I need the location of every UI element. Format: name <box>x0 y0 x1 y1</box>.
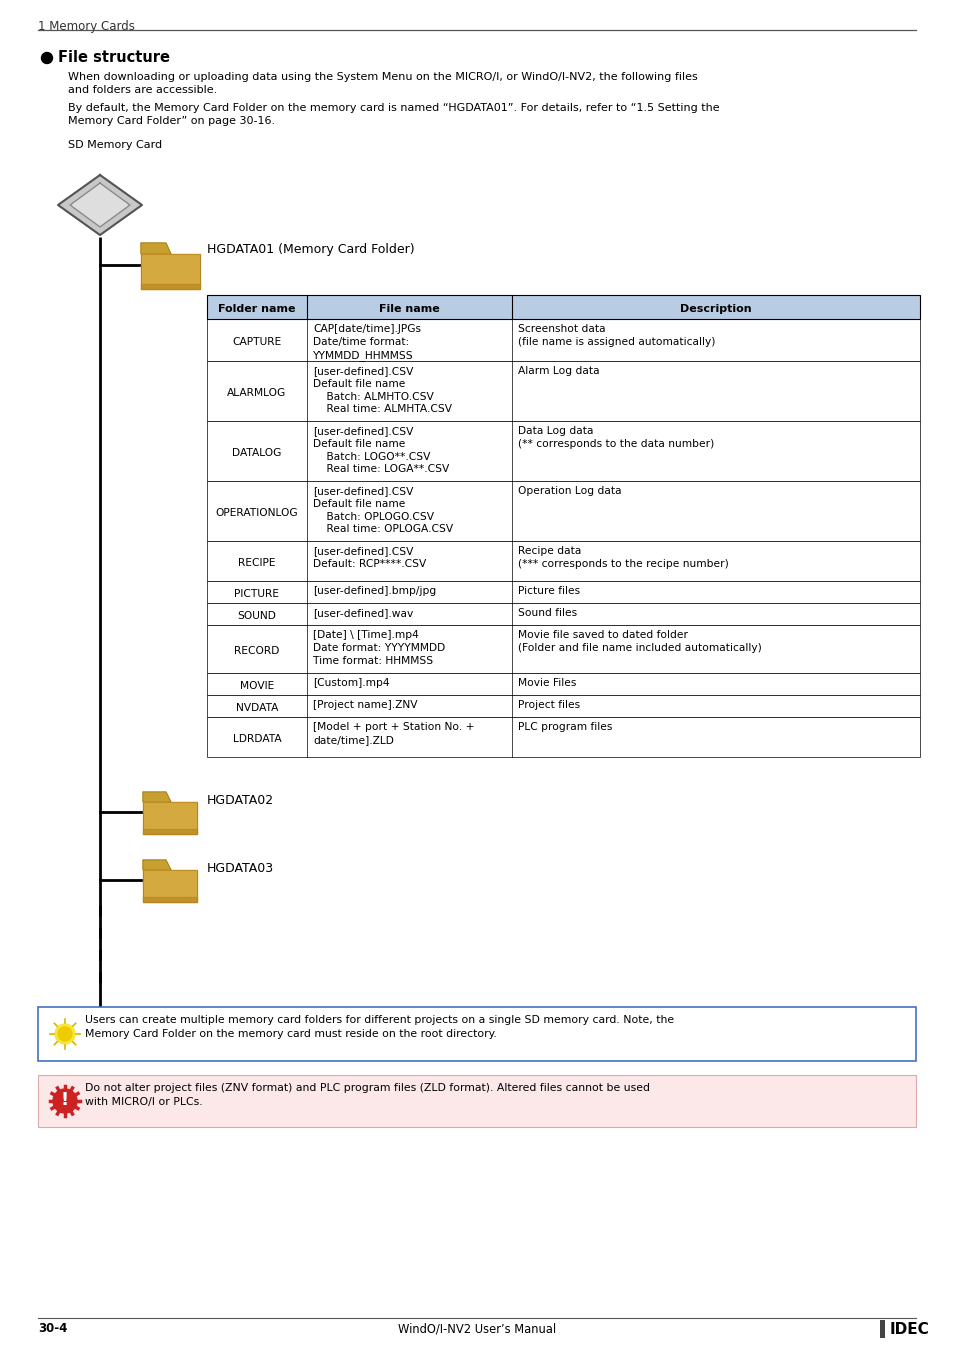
Circle shape <box>42 53 52 63</box>
Text: Alarm Log data: Alarm Log data <box>517 366 599 377</box>
Text: Do not alter project files (ZNV format) and PLC program files (ZLD format). Alte: Do not alter project files (ZNV format) … <box>85 1083 649 1107</box>
Bar <box>207 319 919 360</box>
Bar <box>879 1320 884 1338</box>
Bar <box>207 421 919 481</box>
Polygon shape <box>143 896 196 902</box>
Text: When downloading or uploading data using the System Menu on the MICRO/I, or Wind: When downloading or uploading data using… <box>68 72 697 96</box>
Text: [user-defined].CSV
Default: RCP****.CSV: [user-defined].CSV Default: RCP****.CSV <box>313 545 426 568</box>
Text: [user-defined].bmp/jpg: [user-defined].bmp/jpg <box>313 586 436 595</box>
Text: LDRDATA: LDRDATA <box>233 734 281 744</box>
Text: MOVIE: MOVIE <box>239 680 274 691</box>
Text: [Custom].mp4: [Custom].mp4 <box>313 678 389 688</box>
Text: SOUND: SOUND <box>237 612 276 621</box>
Text: HGDATA03: HGDATA03 <box>207 863 274 875</box>
Bar <box>207 541 919 580</box>
Polygon shape <box>143 869 196 902</box>
Text: SD Memory Card: SD Memory Card <box>68 140 162 150</box>
Polygon shape <box>143 802 196 834</box>
Circle shape <box>58 1027 71 1041</box>
Text: WindO/I-NV2 User’s Manual: WindO/I-NV2 User’s Manual <box>397 1322 556 1335</box>
Text: [user-defined].wav: [user-defined].wav <box>313 608 413 618</box>
Text: Movie file saved to dated folder
(Folder and file name included automatically): Movie file saved to dated folder (Folder… <box>517 630 760 653</box>
Polygon shape <box>58 176 142 235</box>
Text: File structure: File structure <box>58 50 170 65</box>
Bar <box>207 580 919 603</box>
Polygon shape <box>70 184 130 227</box>
Text: Data Log data
(** corresponds to the data number): Data Log data (** corresponds to the dat… <box>517 427 714 448</box>
Text: CAPTURE: CAPTURE <box>233 338 281 347</box>
Text: PLC program files: PLC program files <box>517 722 612 732</box>
Bar <box>38 1007 915 1061</box>
Text: Picture files: Picture files <box>517 586 579 595</box>
Text: RECORD: RECORD <box>234 647 279 656</box>
Bar <box>207 481 919 541</box>
Circle shape <box>55 1025 75 1044</box>
Text: Project files: Project files <box>517 701 579 710</box>
Text: Screenshot data
(file name is assigned automatically): Screenshot data (file name is assigned a… <box>517 324 715 347</box>
Text: OPERATIONLOG: OPERATIONLOG <box>215 508 298 518</box>
Polygon shape <box>143 829 196 834</box>
Text: !: ! <box>61 1091 69 1108</box>
Text: Sound files: Sound files <box>517 608 577 618</box>
Text: [user-defined].CSV
Default file name
    Batch: LOGO**.CSV
    Real time: LOGA**: [user-defined].CSV Default file name Bat… <box>313 427 449 474</box>
Text: Operation Log data: Operation Log data <box>517 486 621 495</box>
Text: [user-defined].CSV
Default file name
    Batch: ALMHTO.CSV
    Real time: ALMHTA: [user-defined].CSV Default file name Bat… <box>313 366 452 414</box>
Text: Description: Description <box>679 304 751 315</box>
Text: File name: File name <box>378 304 439 315</box>
Text: RECIPE: RECIPE <box>238 558 275 568</box>
Text: NVDATA: NVDATA <box>235 703 278 713</box>
Text: By default, the Memory Card Folder on the memory card is named “HGDATA01”. For d: By default, the Memory Card Folder on th… <box>68 103 719 126</box>
Text: Users can create multiple memory card folders for different projects on a single: Users can create multiple memory card fo… <box>85 1015 674 1038</box>
Bar <box>38 1075 915 1127</box>
Bar <box>207 296 919 319</box>
Circle shape <box>53 1089 77 1112</box>
Text: ALARMLOG: ALARMLOG <box>227 387 286 398</box>
Polygon shape <box>143 792 171 802</box>
Text: 30-4: 30-4 <box>38 1322 68 1335</box>
Bar <box>207 695 919 717</box>
Text: HGDATA01 (Memory Card Folder): HGDATA01 (Memory Card Folder) <box>207 243 415 256</box>
Text: [user-defined].CSV
Default file name
    Batch: OPLOGO.CSV
    Real time: OPLOGA: [user-defined].CSV Default file name Bat… <box>313 486 453 535</box>
Polygon shape <box>143 860 171 869</box>
Bar <box>207 674 919 695</box>
Text: [Project name].ZNV: [Project name].ZNV <box>313 701 417 710</box>
Polygon shape <box>141 254 200 289</box>
Text: PICTURE: PICTURE <box>234 589 279 599</box>
Text: Recipe data
(*** corresponds to the recipe number): Recipe data (*** corresponds to the reci… <box>517 545 728 568</box>
Bar <box>207 717 919 757</box>
Text: Folder name: Folder name <box>218 304 295 315</box>
Text: Movie Files: Movie Files <box>517 678 576 688</box>
Text: [Model + port + Station No. +
date/time].ZLD: [Model + port + Station No. + date/time]… <box>313 722 474 745</box>
Polygon shape <box>141 243 171 254</box>
Polygon shape <box>141 284 200 289</box>
Bar <box>207 360 919 421</box>
Text: 1 Memory Cards: 1 Memory Cards <box>38 20 134 32</box>
Text: [Date] \ [Time].mp4
Date format: YYYYMMDD
Time format: HHMMSS: [Date] \ [Time].mp4 Date format: YYYYMMD… <box>313 630 445 666</box>
Text: CAP[date/time].JPGs
Date/time format:
YYMMDD_HHMMSS: CAP[date/time].JPGs Date/time format: YY… <box>313 324 420 360</box>
Bar <box>207 625 919 674</box>
Text: IDEC: IDEC <box>889 1322 929 1336</box>
Text: DATALOG: DATALOG <box>233 448 281 458</box>
Bar <box>207 603 919 625</box>
Text: HGDATA02: HGDATA02 <box>207 794 274 807</box>
